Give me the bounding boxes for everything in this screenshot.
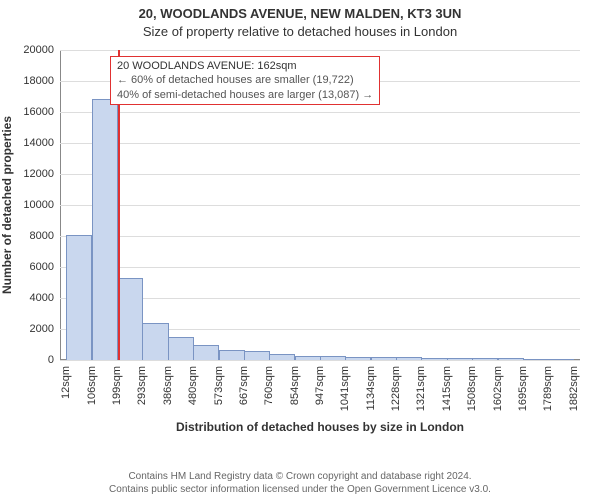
x-tick-label: 1134sqm: [365, 366, 377, 410]
y-tick-label: 4000: [30, 292, 54, 304]
y-tick-label: 20000: [23, 44, 54, 56]
histogram-bar: [472, 358, 498, 360]
x-tick-label: 1508sqm: [466, 366, 478, 411]
y-axis-label: Number of detached properties: [0, 116, 14, 294]
annotation-line3: 40% of semi-detached houses are larger (…: [117, 88, 373, 102]
y-tick-label: 10000: [23, 199, 54, 211]
gridline: [60, 174, 580, 175]
gridline: [60, 112, 580, 113]
y-tick-label: 12000: [23, 168, 54, 180]
x-tick-label: 1321sqm: [415, 366, 427, 411]
annotation-box: 20 WOODLANDS AVENUE: 162sqm← 60% of deta…: [110, 56, 380, 105]
x-tick-label: 1695sqm: [517, 366, 529, 411]
histogram-bar: [498, 358, 524, 360]
chart-title-line1: 20, WOODLANDS AVENUE, NEW MALDEN, KT3 3U…: [0, 6, 600, 21]
histogram-bar: [421, 358, 447, 360]
x-tick-label: 1415sqm: [441, 366, 453, 411]
histogram-bar: [269, 354, 295, 360]
gridline: [60, 360, 580, 361]
x-tick-label: 947sqm: [314, 366, 326, 405]
gridline: [60, 267, 580, 268]
histogram-bar: [295, 356, 321, 360]
x-tick-label: 1228sqm: [390, 366, 402, 411]
histogram-bar: [548, 359, 574, 360]
histogram-bar: [345, 357, 371, 360]
x-axis-label: Distribution of detached houses by size …: [60, 420, 580, 434]
x-tick-label: 1041sqm: [339, 366, 351, 411]
y-tick-label: 2000: [30, 323, 54, 335]
footer-line2: Contains public sector information licen…: [0, 484, 600, 497]
chart-title-line2: Size of property relative to detached ho…: [0, 24, 600, 39]
histogram-bar: [396, 357, 422, 360]
x-tick-label: 480sqm: [187, 366, 199, 405]
histogram-bar: [142, 323, 168, 360]
x-tick-label: 12sqm: [60, 366, 72, 399]
y-tick-label: 16000: [23, 106, 54, 118]
x-tick-label: 760sqm: [263, 366, 275, 405]
plot-area: 0200040006000800010000120001400016000180…: [60, 50, 580, 360]
x-tick-label: 386sqm: [162, 366, 174, 405]
annotation-line2: ← 60% of detached houses are smaller (19…: [117, 73, 373, 87]
x-tick-label: 1602sqm: [492, 366, 504, 411]
histogram-bar: [320, 356, 346, 360]
histogram-bar: [193, 345, 219, 360]
x-tick-label: 199sqm: [111, 366, 123, 405]
gridline: [60, 143, 580, 144]
histogram-bar: [117, 278, 143, 360]
histogram-bar: [523, 359, 549, 360]
histogram-bar: [371, 357, 397, 360]
x-tick-label: 293sqm: [136, 366, 148, 405]
gridline: [60, 236, 580, 237]
x-tick-label: 106sqm: [86, 366, 98, 405]
x-tick-label: 1882sqm: [568, 366, 580, 411]
gridline: [60, 50, 580, 51]
x-tick-label: 1789sqm: [542, 366, 554, 411]
histogram-bar: [66, 235, 92, 360]
x-tick-label: 667sqm: [238, 366, 250, 405]
y-tick-label: 0: [48, 354, 54, 366]
y-tick-label: 6000: [30, 261, 54, 273]
footer-line1: Contains HM Land Registry data © Crown c…: [0, 471, 600, 484]
y-tick-label: 14000: [23, 137, 54, 149]
histogram-bar: [447, 358, 473, 360]
histogram-bar: [92, 99, 118, 360]
chart-footer: Contains HM Land Registry data © Crown c…: [0, 471, 600, 496]
histogram-bar: [219, 350, 245, 360]
x-tick-label: 573sqm: [213, 366, 225, 405]
y-tick-label: 8000: [30, 230, 54, 242]
histogram-bar: [244, 351, 270, 360]
histogram-bar: [168, 337, 194, 360]
y-tick-label: 18000: [23, 75, 54, 87]
chart-container: 20, WOODLANDS AVENUE, NEW MALDEN, KT3 3U…: [0, 0, 600, 500]
x-tick-label: 854sqm: [289, 366, 301, 405]
gridline: [60, 205, 580, 206]
annotation-line1: 20 WOODLANDS AVENUE: 162sqm: [117, 59, 373, 73]
